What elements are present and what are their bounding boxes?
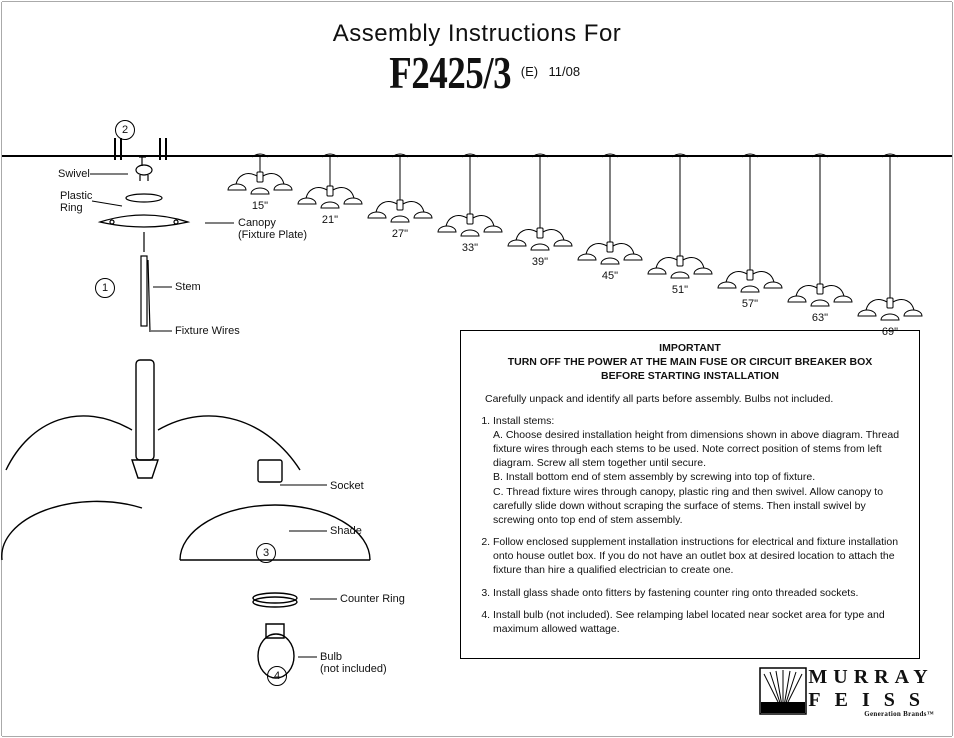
part-label-socket: Socket xyxy=(330,480,364,492)
ceiling-line xyxy=(2,155,952,157)
part-label-bulb: Bulb (not included) xyxy=(320,651,387,675)
important-heading: IMPORTANT TURN OFF THE POWER AT THE MAIN… xyxy=(475,341,905,384)
logo-line2: FEISS xyxy=(808,689,934,712)
instruction-step: Install glass shade onto fitters by fast… xyxy=(493,586,905,600)
instructions-box: IMPORTANT TURN OFF THE POWER AT THE MAIN… xyxy=(460,330,920,659)
model-line: F2425/3 (E) 11/08 xyxy=(0,46,954,99)
important-line1: IMPORTANT xyxy=(475,341,905,355)
part-label-plastic_ring: Plastic Ring xyxy=(60,190,92,214)
important-line3: BEFORE STARTING INSTALLATION xyxy=(475,369,905,383)
frame-line xyxy=(952,2,953,736)
instructions-intro: Carefully unpack and identify all parts … xyxy=(485,392,905,406)
instructions-list: Install stems: A. Choose desired install… xyxy=(493,414,905,636)
fixture-length-label: 57" xyxy=(738,298,762,310)
fixture-length-label: 15" xyxy=(248,200,272,212)
edition-label: (E) xyxy=(521,64,538,79)
instruction-step: Follow enclosed supplement installation … xyxy=(493,535,905,578)
step-circle-4: 4 xyxy=(267,666,287,686)
part-label-swivel: Swivel xyxy=(58,168,90,180)
instruction-step: Install bulb (not included). See relampi… xyxy=(493,608,905,636)
doc-date: 11/08 xyxy=(549,64,581,79)
brand-logo: MURRAY FEISS Generation Brands™ xyxy=(752,666,934,718)
part-label-canopy: Canopy (Fixture Plate) xyxy=(238,217,307,241)
important-line2: TURN OFF THE POWER AT THE MAIN FUSE OR C… xyxy=(475,355,905,369)
logo-text: MURRAY FEISS Generation Brands™ xyxy=(808,666,934,718)
frame-line xyxy=(2,1,952,2)
fixture-length-label: 27" xyxy=(388,228,412,240)
logo-line1: MURRAY xyxy=(808,666,934,689)
frame-line xyxy=(1,2,2,736)
page-root: Assembly Instructions For F2425/3 (E) 11… xyxy=(0,0,954,738)
step-circle-2: 2 xyxy=(115,120,135,140)
frame-line xyxy=(2,736,952,737)
part-label-counter_ring: Counter Ring xyxy=(340,593,405,605)
fixture-length-label: 33" xyxy=(458,242,482,254)
step-circle-3: 3 xyxy=(256,543,276,563)
document-header: Assembly Instructions For F2425/3 (E) 11… xyxy=(0,20,954,99)
fixture-length-label: 51" xyxy=(668,284,692,296)
part-label-shade: Shade xyxy=(330,525,362,537)
instruction-step: Install stems: A. Choose desired install… xyxy=(493,414,905,527)
fixture-length-label: 45" xyxy=(598,270,622,282)
logo-mark-spacer xyxy=(752,669,798,715)
doc-subtitle: Assembly Instructions For xyxy=(0,20,954,48)
step-circle-1: 1 xyxy=(95,278,115,298)
fixture-length-label: 21" xyxy=(318,214,342,226)
fixture-length-label: 39" xyxy=(528,256,552,268)
model-number: F2425/3 xyxy=(389,46,511,99)
part-label-stem: Stem xyxy=(175,281,201,293)
fixture-length-label: 63" xyxy=(808,312,832,324)
part-label-fixture_wires: Fixture Wires xyxy=(175,325,240,337)
